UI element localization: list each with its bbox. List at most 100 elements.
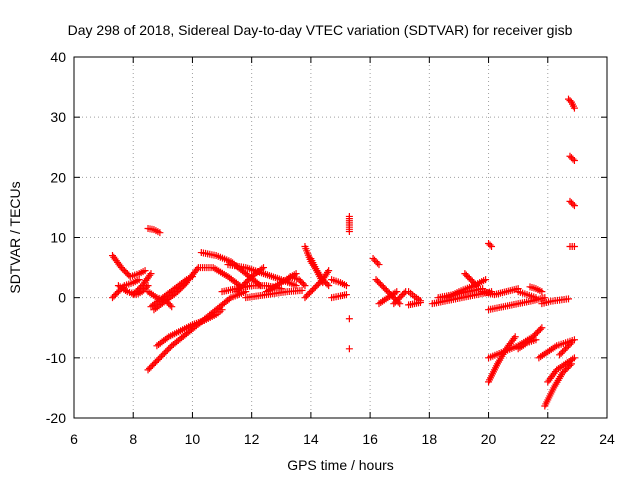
data-point — [108, 294, 116, 302]
x-tick-label: 8 — [129, 431, 137, 447]
series-arc-34 — [461, 270, 481, 290]
series-arc-50 — [566, 197, 578, 210]
series-arc-15 — [233, 264, 268, 296]
data-point — [462, 271, 470, 279]
data-point — [237, 283, 245, 291]
data-point — [570, 202, 578, 210]
data-point — [236, 285, 244, 293]
data-point — [299, 280, 307, 288]
data-point — [396, 294, 404, 302]
data-point — [138, 288, 146, 296]
y-tick-label: -10 — [46, 350, 66, 366]
data-point — [486, 241, 494, 249]
data-point — [560, 346, 568, 354]
data-point — [305, 289, 313, 297]
data-point — [242, 279, 250, 287]
data-point — [122, 268, 130, 276]
data-point — [163, 334, 171, 342]
data-point — [562, 345, 570, 353]
data-point — [120, 267, 128, 275]
data-point — [557, 349, 565, 357]
data-point — [150, 360, 158, 368]
data-point — [325, 267, 333, 275]
data-point — [381, 285, 389, 293]
data-point — [379, 283, 387, 291]
data-point — [375, 261, 383, 269]
data-point — [168, 303, 176, 311]
data-point — [135, 285, 143, 293]
data-point — [292, 270, 300, 278]
data-point — [375, 279, 383, 287]
series-arc-23 — [328, 276, 350, 290]
data-point — [233, 288, 241, 296]
data-point — [566, 340, 574, 348]
data-point — [560, 367, 568, 375]
data-point — [393, 297, 401, 305]
data-point — [535, 327, 543, 335]
series-arc-01 — [108, 252, 149, 281]
y-tick-label: 30 — [50, 109, 66, 125]
data-point — [570, 243, 578, 251]
data-point — [369, 255, 377, 263]
data-point — [304, 291, 312, 299]
data-point — [565, 95, 573, 103]
data-point — [147, 363, 155, 371]
data-point — [390, 300, 398, 308]
data-point — [393, 288, 401, 296]
data-point — [144, 282, 152, 290]
data-point — [532, 294, 540, 302]
data-point — [298, 286, 306, 294]
data-point — [131, 289, 139, 297]
series-arc-10 — [153, 306, 226, 350]
x-tick-label: 14 — [303, 431, 319, 447]
y-tick-label: -20 — [46, 410, 66, 426]
series-arc-24 — [345, 212, 353, 353]
data-point — [378, 282, 386, 290]
data-point — [141, 267, 149, 275]
data-point — [570, 354, 578, 362]
data-point — [156, 354, 164, 362]
data-point — [374, 277, 382, 285]
data-point — [165, 345, 173, 353]
data-point — [570, 336, 578, 344]
data-point — [310, 285, 318, 293]
data-point — [135, 276, 143, 284]
data-points — [108, 95, 578, 410]
data-point — [569, 200, 577, 208]
x-tick-label: 22 — [540, 431, 556, 447]
data-point — [156, 229, 164, 237]
data-point — [307, 288, 315, 296]
series-arc-14 — [224, 261, 300, 290]
data-point — [394, 295, 402, 303]
data-point — [510, 334, 518, 342]
data-point — [416, 298, 424, 306]
data-point — [566, 97, 574, 105]
y-tick-label: 40 — [50, 49, 66, 65]
series-arc-36 — [479, 285, 522, 299]
data-point — [243, 277, 251, 285]
series-arc-30 — [405, 298, 424, 309]
data-point — [323, 280, 331, 288]
data-point — [311, 283, 319, 291]
data-point — [569, 155, 577, 163]
y-axis-title: SDTVAR / TECUs — [7, 181, 23, 293]
data-point — [154, 355, 162, 363]
data-point — [372, 276, 380, 284]
data-point — [119, 265, 127, 273]
data-point — [218, 306, 226, 314]
data-point — [298, 279, 306, 287]
series-arc-43 — [541, 360, 575, 410]
data-point — [146, 364, 154, 372]
data-point — [319, 279, 327, 287]
series-arc-04 — [129, 270, 155, 299]
series-arc-49 — [566, 152, 578, 164]
data-point — [565, 342, 573, 350]
x-tick-label: 18 — [422, 431, 438, 447]
data-point — [470, 279, 478, 287]
data-point — [488, 243, 496, 251]
data-point — [532, 336, 540, 344]
data-point — [485, 240, 493, 248]
series-arc-44 — [544, 354, 578, 386]
y-tick-label: 20 — [50, 169, 66, 185]
